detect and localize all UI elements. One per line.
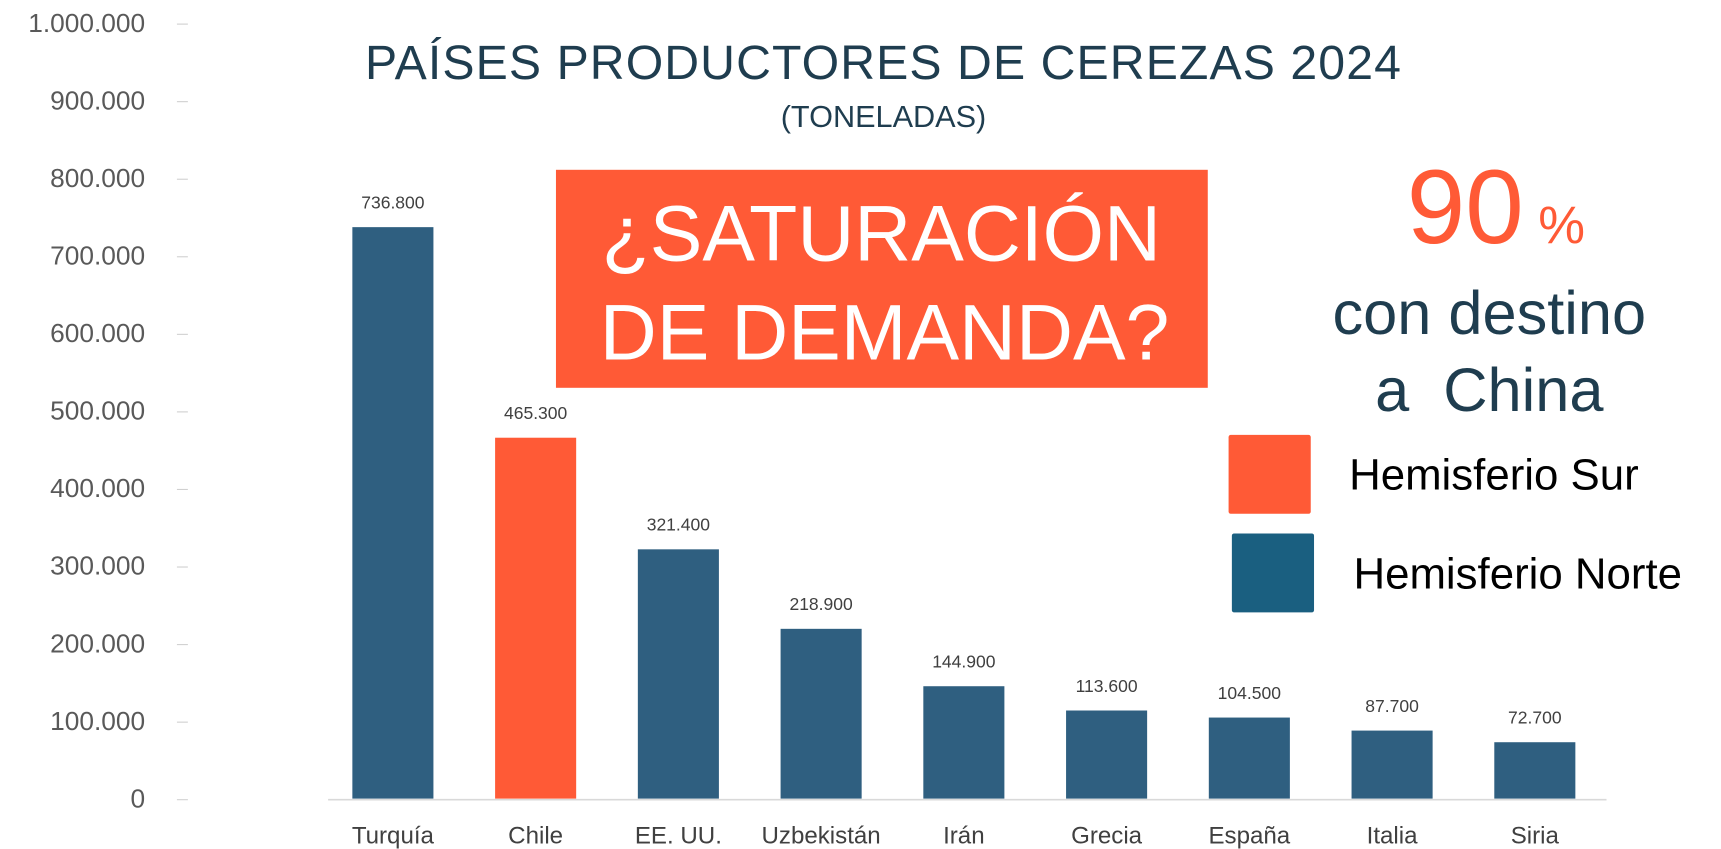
legend-label: Hemisferio Sur bbox=[1349, 451, 1639, 500]
bar bbox=[1066, 710, 1148, 799]
x-tick-label: Turquía bbox=[352, 823, 435, 849]
stat-unit: % bbox=[1538, 196, 1585, 255]
legend-swatch bbox=[1231, 533, 1315, 613]
data-label: 218.900 bbox=[789, 594, 853, 614]
y-tick-label: 900.000 bbox=[50, 85, 145, 115]
x-tick-label: Uzbekistán bbox=[762, 823, 881, 849]
chart-subtitle: (TONELADAS) bbox=[781, 100, 987, 134]
x-tick-label: Irán bbox=[943, 823, 985, 849]
data-label: 465.300 bbox=[504, 403, 568, 423]
bar bbox=[495, 437, 577, 799]
stat-text: con destino bbox=[1332, 278, 1646, 347]
x-tick-label: Chile bbox=[508, 823, 563, 849]
y-tick-label: 0 bbox=[131, 783, 146, 813]
data-label: 104.500 bbox=[1218, 683, 1282, 703]
data-label: 736.800 bbox=[361, 193, 425, 213]
data-label: 87.700 bbox=[1365, 696, 1419, 716]
chart-title: PAÍSES PRODUCTORES DE CEREZAS 2024 bbox=[365, 36, 1402, 90]
bar bbox=[923, 686, 1005, 799]
stat-value: 90 bbox=[1407, 149, 1524, 266]
y-tick-label: 700.000 bbox=[50, 240, 145, 270]
y-tick-label: 100.000 bbox=[50, 706, 145, 736]
x-tick-label: España bbox=[1208, 823, 1290, 849]
y-tick-label: 800.000 bbox=[50, 163, 145, 193]
y-tick-label: 200.000 bbox=[50, 628, 145, 658]
highlight-box bbox=[555, 169, 1208, 388]
y-tick-label: 1.000.000 bbox=[28, 8, 145, 38]
legend-label: Hemisferio Norte bbox=[1353, 549, 1682, 598]
x-tick-label: Siria bbox=[1511, 823, 1560, 849]
bar bbox=[1351, 730, 1433, 799]
bar bbox=[1494, 742, 1576, 799]
bar bbox=[780, 628, 862, 799]
data-label: 113.600 bbox=[1076, 676, 1138, 696]
y-tick-label: 400.000 bbox=[50, 473, 145, 503]
bar bbox=[1208, 717, 1290, 799]
y-tick-label: 600.000 bbox=[50, 318, 145, 348]
bar bbox=[637, 549, 719, 799]
highlight-text: DE DEMANDA? bbox=[600, 288, 1170, 376]
x-tick-label: EE. UU. bbox=[635, 823, 722, 849]
highlight-text: ¿SATURACIÓN bbox=[602, 190, 1161, 278]
x-tick-label: Grecia bbox=[1071, 823, 1143, 849]
data-label: 321.400 bbox=[647, 515, 711, 535]
y-tick-label: 500.000 bbox=[50, 396, 145, 426]
y-tick-label: 300.000 bbox=[50, 551, 145, 581]
stat-text: a China bbox=[1375, 355, 1604, 424]
data-label: 144.900 bbox=[932, 652, 996, 672]
x-tick-label: Italia bbox=[1367, 823, 1418, 849]
data-label: 72.700 bbox=[1508, 708, 1562, 728]
legend-swatch bbox=[1228, 434, 1311, 514]
bar bbox=[352, 227, 434, 799]
